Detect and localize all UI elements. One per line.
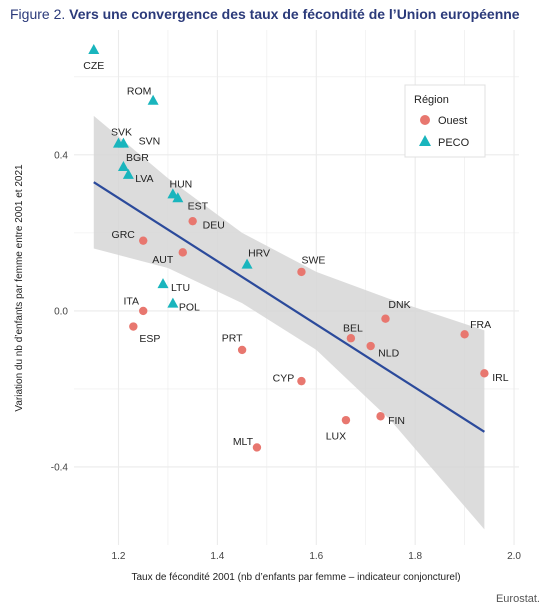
point-label-bel: BEL (343, 323, 363, 335)
point-label-rom: ROM (127, 86, 152, 98)
point-grc (139, 236, 148, 245)
point-label-aut: AUT (152, 254, 174, 266)
point-prt (237, 345, 247, 355)
point-est (172, 192, 184, 203)
legend-peco-marker (419, 135, 431, 146)
point-swe (297, 267, 306, 277)
point-label-fra: FRA (470, 319, 491, 331)
point-label-svn: SVN (139, 136, 161, 148)
point-label-cze: CZE (83, 60, 104, 72)
point-label-irl: IRL (492, 372, 509, 384)
figure-label: Figure 2. (10, 6, 66, 22)
point-label-pol: POL (179, 302, 200, 314)
y-tick-label: -0.4 (51, 462, 69, 473)
point-ltu (157, 278, 169, 289)
point-irl (480, 369, 489, 378)
point-label-swe: SWE (301, 254, 325, 266)
point-label-ita: ITA (123, 295, 139, 307)
point-fin (376, 412, 385, 421)
point-bel (346, 334, 356, 343)
point-label-hrv: HRV (248, 248, 270, 260)
point-ita (139, 306, 148, 316)
legend-box (404, 84, 486, 158)
point-label-lva: LVA (135, 173, 153, 185)
x-tick-label: 1.4 (210, 551, 224, 562)
point-labels: GRC DEU AUT ITA ESP SWE PRT CYP MLT LUX FIN BEL NLD D… (83, 60, 508, 448)
source-note: Eurostat. (495, 593, 540, 605)
point-aut (178, 248, 187, 257)
point-label-deu: DEU (203, 220, 225, 232)
y-axis-label: Variation du nb d’enfants par femme entr… (14, 164, 25, 412)
point-label-mlt: MLT (233, 436, 254, 448)
y-tick-label: 0.0 (54, 306, 68, 317)
legend-peco-label: PECO (438, 137, 470, 149)
trend-line (93, 181, 485, 433)
point-pol (167, 297, 179, 308)
point-esp (129, 322, 138, 331)
point-label-prt: PRT (222, 332, 243, 344)
point-label-cyp: CYP (273, 373, 295, 385)
point-svn (117, 137, 129, 148)
trend-line-layer (93, 181, 485, 433)
y-tick-label: 0.4 (54, 150, 68, 161)
point-hun (167, 188, 179, 199)
point-label-esp: ESP (139, 333, 160, 345)
point-label-lux: LUX (326, 431, 346, 443)
point-nld (366, 341, 375, 351)
point-cze (88, 44, 100, 55)
legend-ouest-marker (420, 115, 430, 125)
point-label-dnk: DNK (388, 299, 410, 311)
data-points (88, 44, 489, 452)
point-label-fin: FIN (388, 415, 405, 427)
legend: Région Ouest PECO (404, 84, 486, 158)
x-tick-label: 1.6 (309, 551, 323, 562)
point-mlt (252, 443, 262, 452)
point-label-grc: GRC (112, 229, 136, 241)
point-deu (188, 216, 197, 226)
axis-ticks: 1.2 1.4 1.6 1.8 2.0 -0.4 0.0 0.4 (51, 150, 522, 562)
x-tick-label: 2.0 (507, 551, 521, 562)
point-label-est: EST (188, 200, 209, 212)
point-label-svk: SVK (111, 127, 132, 139)
point-label-ltu: LTU (171, 282, 190, 294)
x-axis-label: Taux de fécondité 2001 (nb d’enfants par… (131, 572, 460, 583)
figure-title-text: Vers une convergence des taux de fécondi… (69, 6, 520, 22)
legend-ouest-label: Ouest (438, 115, 467, 127)
point-label-hun: HUN (170, 178, 193, 190)
point-bgr (117, 161, 129, 172)
legend-title: Région (414, 94, 449, 106)
x-tick-label: 1.2 (112, 551, 126, 562)
figure-title: Figure 2. Vers une convergence des taux … (10, 6, 520, 22)
point-label-bgr: BGR (126, 152, 149, 164)
point-lva (122, 168, 134, 179)
point-cyp (297, 376, 306, 386)
point-rom (147, 94, 159, 105)
x-tick-label: 1.8 (408, 551, 422, 562)
point-hrv (241, 258, 253, 269)
point-label-nld: NLD (378, 348, 399, 360)
point-lux (341, 415, 351, 425)
point-fra (460, 330, 469, 339)
point-dnk (381, 314, 390, 323)
